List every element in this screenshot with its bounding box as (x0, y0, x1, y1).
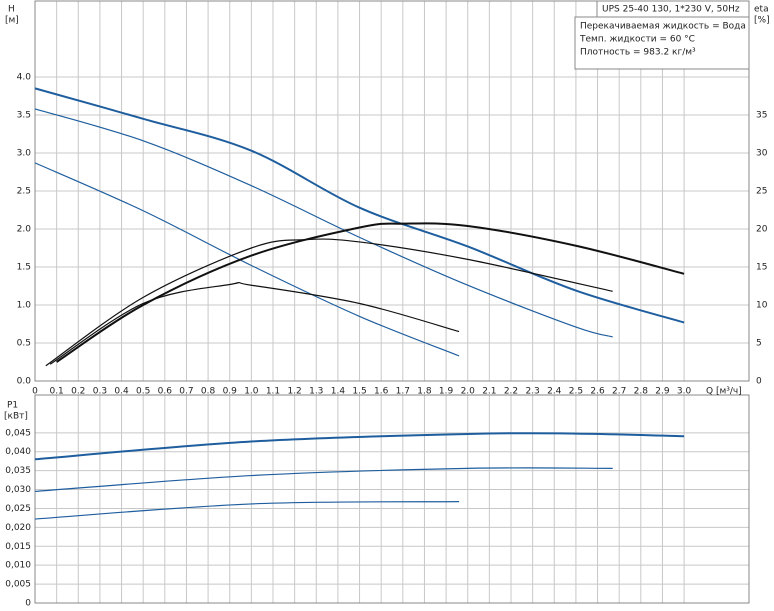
annotation: Плотность = 983.2 кг/м³ (580, 48, 696, 58)
y2-tick-label: 30 (756, 149, 768, 159)
x-tick-label: 1.6 (374, 387, 389, 397)
y2-tick-label: 0 (756, 377, 762, 387)
x-tick-label: 1.4 (331, 387, 346, 397)
curve (49, 281, 460, 365)
x-tick-label: 0.8 (201, 387, 216, 397)
y-axis-unit: [кВт] (4, 412, 28, 422)
x-tick-label: 0.1 (49, 387, 63, 397)
curve (34, 467, 613, 493)
curve (34, 162, 460, 357)
x-tick-label: 2.7 (612, 387, 626, 397)
y-axis-label: H (8, 5, 15, 15)
x-tick-label: 0.6 (158, 387, 173, 397)
x-tick-label: 2.3 (525, 387, 539, 397)
y2-tick-label: 15 (756, 263, 767, 273)
x-tick-label: 1.1 (266, 387, 280, 397)
y2-axis-unit: [%] (754, 16, 770, 26)
y-tick-label: 3.0 (17, 149, 32, 159)
x-tick-label: 1.7 (396, 387, 410, 397)
x-tick-label: 2.2 (504, 387, 518, 397)
y2-axis-label: eta (754, 5, 769, 15)
y-tick-label: 0.5 (17, 339, 31, 349)
x-tick-label: 2.8 (634, 387, 649, 397)
header: UPS 25-40 130, 1*230 V, 50Hz (602, 5, 740, 15)
y-tick-label: 2.5 (17, 187, 31, 197)
y-tick-label: 0,015 (5, 542, 31, 552)
x-tick-label: 2.6 (590, 387, 605, 397)
y-tick-label: 0,010 (5, 561, 31, 571)
y-tick-label: 0,030 (5, 485, 31, 495)
plot-frame (34, 394, 750, 604)
x-tick-label: 2.0 (461, 387, 476, 397)
info-box (574, 16, 750, 70)
x-tick-label: 0.7 (179, 387, 193, 397)
x-tick-label: 0 (32, 387, 38, 397)
x-tick-label: 1.5 (352, 387, 366, 397)
curve (34, 87, 685, 324)
x-tick-label: 2.1 (482, 387, 496, 397)
y-tick-label: 0,045 (5, 428, 31, 438)
x-tick-label: 0.3 (93, 387, 107, 397)
y-tick-label: 2.0 (17, 225, 32, 235)
x-tick-label: 2.4 (547, 387, 562, 397)
curve (45, 238, 613, 367)
y-tick-label: 4.0 (17, 73, 32, 83)
y-tick-label: 0.0 (17, 377, 32, 387)
x-tick-label: 1.9 (439, 387, 454, 397)
y-axis-label: P1 (7, 401, 18, 411)
y2-tick-label: 25 (756, 187, 767, 197)
curve (56, 222, 685, 363)
x-tick-label: 0.2 (71, 387, 85, 397)
y-tick-label: 1.5 (17, 263, 31, 273)
y-tick-label: 0 (25, 599, 31, 609)
y-tick-label: 0,025 (5, 504, 31, 514)
y-tick-label: 1.0 (17, 301, 32, 311)
y2-tick-label: 20 (756, 225, 768, 235)
curve (34, 432, 685, 461)
curve (34, 501, 460, 520)
y-axis-unit: [м] (5, 16, 19, 26)
curve (34, 108, 613, 338)
x-tick-label: 0.5 (136, 387, 150, 397)
x-tick-label: 2.5 (569, 387, 583, 397)
y-tick-label: 3.5 (17, 111, 31, 121)
annotation: Перекачиваемая жидкость = Вода (580, 22, 746, 32)
y-tick-label: 0,005 (5, 580, 31, 590)
x-tick-label: 1.3 (309, 387, 323, 397)
y2-tick-label: 5 (756, 339, 762, 349)
y-tick-label: 0,035 (5, 466, 31, 476)
x-tick-label: 0.9 (223, 387, 238, 397)
plot-frame (34, 0, 750, 382)
x-tick-label: 3.0 (677, 387, 692, 397)
x-tick-label: 1.2 (287, 387, 301, 397)
annotation: Темп. жидкости = 60 °C (579, 35, 695, 45)
x-axis-label: Q [м³/ч] (706, 387, 742, 397)
x-tick-label: 2.9 (655, 387, 670, 397)
x-tick-label: 1.8 (417, 387, 432, 397)
y2-tick-label: 35 (756, 111, 767, 121)
y-tick-label: 0,040 (5, 447, 31, 457)
x-tick-label: 1.0 (244, 387, 259, 397)
y-tick-label: 0,020 (5, 523, 31, 533)
header-box (596, 0, 750, 18)
y2-tick-label: 10 (756, 301, 768, 311)
x-tick-label: 0.4 (114, 387, 129, 397)
